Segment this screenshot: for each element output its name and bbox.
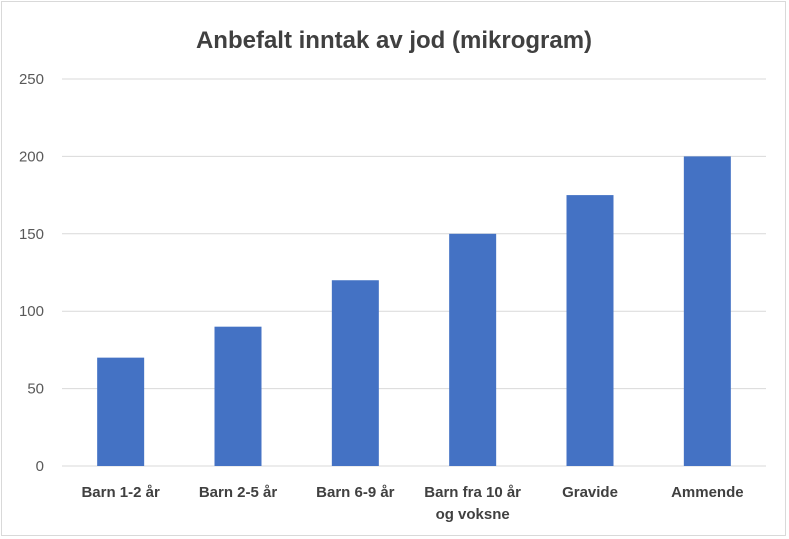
chart-title: Anbefalt inntak av jod (mikrogram): [196, 27, 592, 54]
bars: [97, 156, 731, 466]
x-tick-line: og voksne: [436, 506, 510, 523]
y-axis-ticks: 0 50 100 150 200 250: [19, 71, 44, 475]
y-tick-label: 250: [19, 71, 44, 88]
y-tick-label: 150: [19, 226, 44, 243]
bar: [449, 233, 497, 466]
y-tick-label: 0: [36, 458, 44, 475]
bar: [331, 280, 379, 466]
x-tick-label: Barn fra 10 år og voksne: [424, 484, 521, 523]
x-tick-line: Barn 6-9 år: [316, 484, 395, 501]
y-tick-label: 200: [19, 148, 44, 165]
y-tick-label: 50: [27, 381, 44, 398]
x-tick-label: Ammende: [671, 484, 744, 501]
bar: [683, 156, 731, 466]
x-tick-line: Barn 2-5 år: [199, 484, 278, 501]
x-tick-label: Barn 1-2 år: [81, 484, 160, 501]
y-tick-label: 100: [19, 303, 44, 320]
x-tick-line: Ammende: [671, 484, 744, 501]
bar: [97, 357, 145, 466]
x-tick-label: Barn 6-9 år: [316, 484, 395, 501]
x-tick-line: Barn 1-2 år: [81, 484, 160, 501]
x-axis-ticks: Barn 1-2 år Barn 2-5 år Barn 6-9 år Barn fr…: [81, 484, 743, 523]
x-tick-line: Gravide: [562, 484, 618, 501]
gridlines: [62, 78, 766, 467]
x-tick-line: Barn fra 10 år: [424, 484, 521, 501]
x-tick-label: Gravide: [562, 484, 618, 501]
bar: [214, 326, 262, 466]
x-tick-label: Barn 2-5 år: [199, 484, 278, 501]
bar: [566, 195, 614, 466]
